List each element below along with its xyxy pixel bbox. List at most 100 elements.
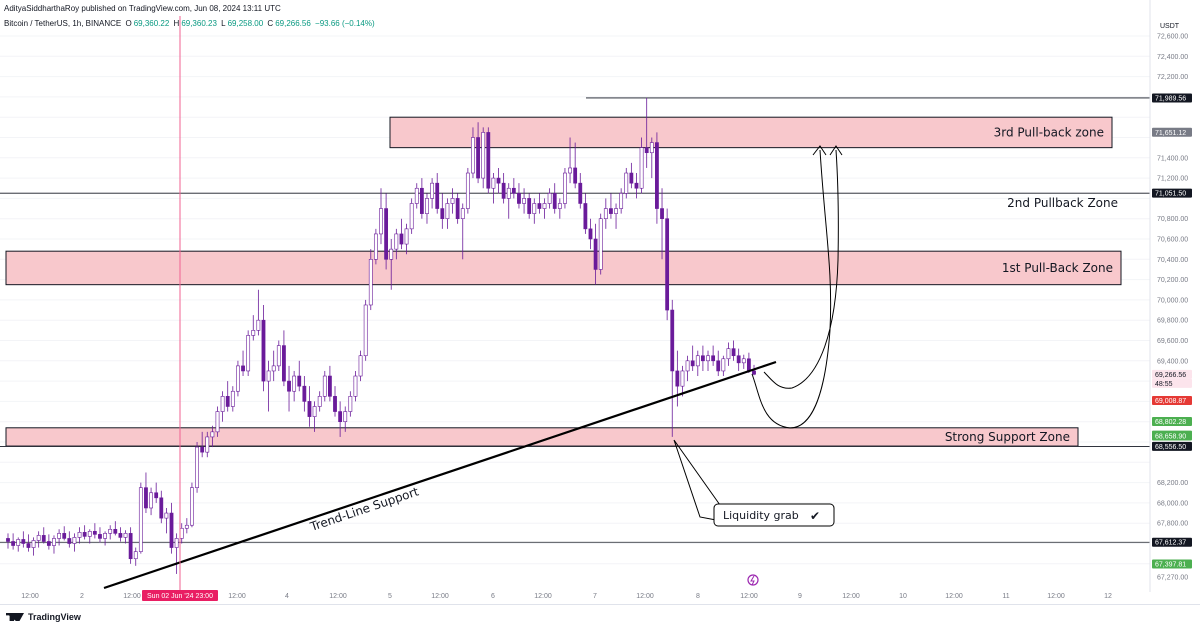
price-tag-text: 68,556.50 <box>1155 444 1186 451</box>
zones-layer: 3rd Pull-back zone 1st Pull-Back Zone Stro… <box>5 116 1122 447</box>
liquidity-callout-pointer <box>673 439 721 521</box>
candle <box>282 330 286 387</box>
candle <box>726 342 731 366</box>
time-tick: 12:00 <box>1047 593 1065 600</box>
time-tick: 8 <box>696 593 700 600</box>
publisher-text: AdityaSiddharthaRoy published on Trading… <box>4 4 281 13</box>
price-tag[interactable]: 69,008.87 <box>1152 396 1192 406</box>
candle <box>302 376 307 412</box>
candle <box>547 188 552 209</box>
candle <box>174 533 179 574</box>
time-tick: 12:00 <box>431 593 449 600</box>
candle <box>67 531 72 548</box>
candle <box>404 223 409 255</box>
price-tag-text: 71,989.56 <box>1155 95 1186 102</box>
candle <box>721 355 726 377</box>
candle <box>358 350 363 382</box>
price-tick: 70,000.00 <box>1157 297 1188 304</box>
hline-label-1: 2nd Pullback Zone <box>1007 196 1118 210</box>
candle <box>425 193 429 224</box>
candle <box>328 365 332 402</box>
candle <box>655 132 659 224</box>
price-tick: 69,600.00 <box>1157 338 1188 345</box>
price-tag-text: 48:55 <box>1155 381 1173 388</box>
candle <box>706 350 710 371</box>
candle <box>266 360 271 412</box>
time-tick: 12:00 <box>842 593 860 600</box>
candles-layer <box>6 97 756 574</box>
tradingview-logo[interactable]: TradingView <box>6 612 81 622</box>
projection-path-down[interactable] <box>751 149 832 429</box>
cursor-time-tag: Sun 02 Jun '24 23:00 <box>142 590 218 601</box>
candle <box>200 431 205 458</box>
zone-3[interactable] <box>5 427 1079 447</box>
price-tag[interactable]: 68,556.50 <box>1152 441 1192 451</box>
price-axis[interactable]: 72,600.00 72,400.00 72,200.00 71,400.00 71,2… <box>1152 34 1192 582</box>
price-tag[interactable]: 67,612.37 <box>1152 537 1192 547</box>
time-axis[interactable]: 12:00 2 12:00 Sun 02 Jun '24 23:00 12:00 4 12:… <box>21 590 1112 601</box>
candle <box>501 173 506 204</box>
time-tick: 12:00 <box>534 593 552 600</box>
price-tag[interactable]: 68,802.28 <box>1152 416 1192 426</box>
candle <box>108 525 113 540</box>
projection-path-up[interactable] <box>763 149 839 389</box>
price-tag-text: 68,802.28 <box>1155 419 1186 426</box>
price-tag-text: 68,658.90 <box>1155 434 1186 441</box>
candle <box>399 218 404 250</box>
candle <box>384 193 389 270</box>
candle <box>476 122 480 184</box>
candle <box>26 534 31 552</box>
lightning-icon[interactable] <box>747 574 759 586</box>
price-tag[interactable]: 68,658.90 <box>1152 431 1192 441</box>
arrow-head-left <box>812 145 827 156</box>
price-tag[interactable]: 71,051.50 <box>1152 188 1192 198</box>
candle <box>629 162 634 189</box>
candle <box>333 386 337 417</box>
candle <box>716 350 721 377</box>
time-tick: 2 <box>80 593 84 600</box>
price-tag[interactable]: 69,266.56 <box>1152 369 1192 379</box>
candle <box>246 330 251 377</box>
candle <box>149 487 153 516</box>
candle <box>271 350 276 382</box>
candle <box>98 527 102 543</box>
price-tag-text: 69,266.56 <box>1155 372 1186 379</box>
candle <box>614 203 618 229</box>
candle <box>41 527 46 544</box>
candle <box>481 127 486 189</box>
candle <box>542 198 547 219</box>
zone-label-1: 3rd Pull-back zone <box>994 125 1104 139</box>
price-tag[interactable]: 48:55 <box>1152 378 1192 388</box>
candle <box>215 406 220 437</box>
price-tag-text: 69,008.87 <box>1155 398 1186 405</box>
zone-1[interactable] <box>389 116 1113 149</box>
candle <box>373 228 378 265</box>
candle <box>665 208 670 321</box>
check-icon: ✔ <box>810 509 820 523</box>
candle <box>690 345 695 371</box>
candle <box>82 525 87 540</box>
price-tick: 68,000.00 <box>1157 500 1188 507</box>
price-tag[interactable]: 67,397.81 <box>1152 559 1192 569</box>
candle <box>440 193 445 229</box>
candle <box>593 223 598 285</box>
price-tag[interactable]: 71,989.56 <box>1152 93 1192 103</box>
candle <box>680 365 685 397</box>
candle <box>701 345 705 371</box>
candle <box>619 188 624 214</box>
candle <box>338 401 343 437</box>
candle <box>195 442 199 493</box>
horizontal-lines-layer: 2nd Pullback Zone <box>0 97 1150 543</box>
candle <box>557 198 562 219</box>
candle <box>552 183 557 214</box>
price-tag[interactable]: 71,651.12 <box>1152 127 1192 137</box>
trend-line-support[interactable] <box>103 360 777 590</box>
candle <box>537 193 542 214</box>
candle <box>450 188 455 214</box>
time-tick: 9 <box>798 593 802 600</box>
price-tick: 67,270.00 <box>1157 575 1188 582</box>
candle <box>588 218 593 250</box>
zone-2[interactable] <box>5 250 1122 286</box>
liquidity-callout-box[interactable] <box>713 503 835 527</box>
price-chart[interactable]: 3rd Pull-back zone 1st Pull-Back Zone Stro… <box>0 0 1200 604</box>
